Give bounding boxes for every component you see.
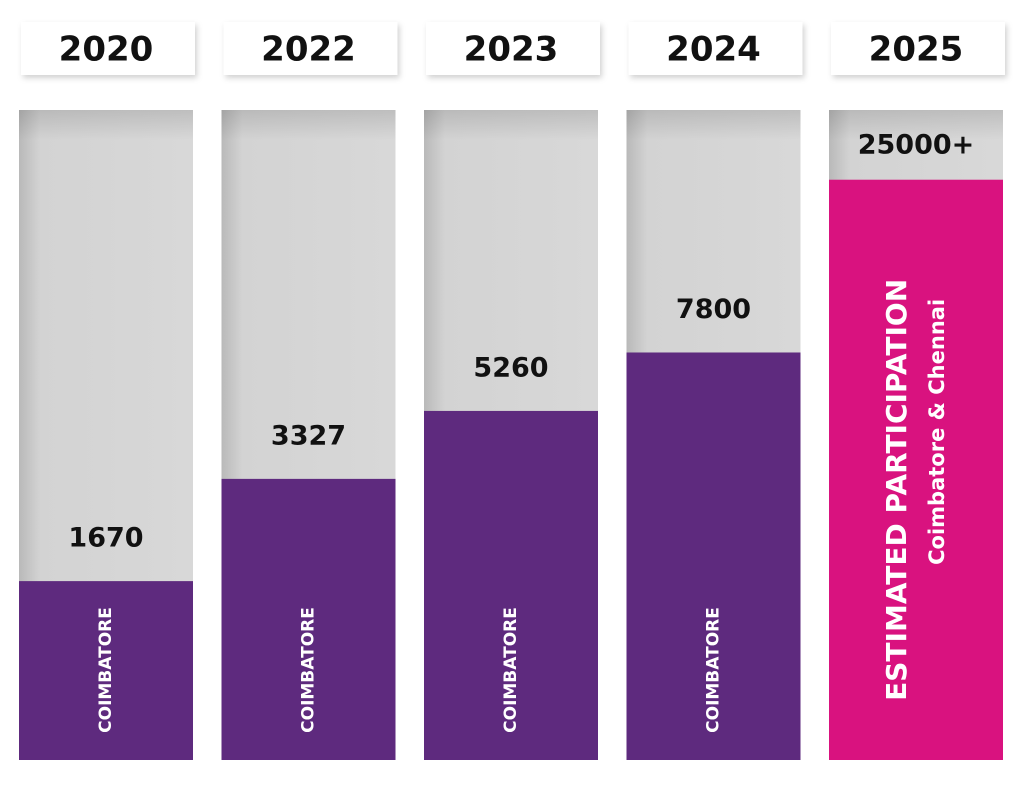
bar <box>829 179 1003 760</box>
value-label: 7800 <box>676 294 751 325</box>
bar-label: COIMBATORE <box>299 607 319 733</box>
panel-shade <box>424 110 598 140</box>
bar <box>424 410 598 760</box>
panel-shade <box>829 110 1003 140</box>
bar-label: COIMBATORE <box>501 607 521 733</box>
year-label: 2025 <box>869 30 964 70</box>
year-label: 2022 <box>261 30 356 70</box>
value-label: 1670 <box>68 523 143 554</box>
header-box <box>831 22 1005 75</box>
bar-label: ESTIMATED PARTICIPATION <box>880 279 913 701</box>
bar <box>19 581 193 760</box>
value-label: 5260 <box>473 352 548 383</box>
panel-shade <box>221 110 396 140</box>
bar-sublabel: Coimbatore & Chennai <box>925 299 949 565</box>
year-label: 2023 <box>464 30 559 70</box>
value-label: 3327 <box>271 420 346 451</box>
year-label: 2020 <box>59 30 154 70</box>
header-box <box>426 22 600 75</box>
year-label: 2024 <box>666 30 761 70</box>
header-box <box>21 22 195 75</box>
value-label: 25000+ <box>858 130 975 161</box>
bar-label: COIMBATORE <box>704 607 724 733</box>
header-box <box>223 22 398 75</box>
header-box <box>628 22 803 75</box>
bar <box>626 352 801 760</box>
panel-shade <box>626 110 801 140</box>
bar <box>221 478 396 760</box>
bar-label: COIMBATORE <box>96 607 116 733</box>
panel-shade <box>19 110 193 140</box>
